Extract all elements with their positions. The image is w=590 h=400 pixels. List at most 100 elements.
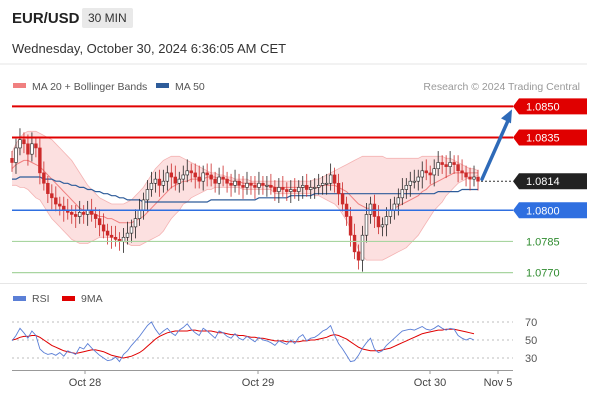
level-label: 1.0850 [526,101,560,113]
bollinger-upper-line [11,130,479,205]
level-label: 1.0835 [526,133,560,145]
candle [269,185,273,188]
bollinger-band-area [12,131,478,261]
candle [261,182,265,186]
level-tag-resistance [513,98,587,115]
rsi-tick-label: 50 [525,335,537,347]
level-label: 1.0800 [526,205,560,217]
candle [380,224,385,228]
candle [388,209,393,217]
candle [137,209,142,219]
candle [305,185,309,190]
candle [297,187,301,192]
candle [348,216,353,236]
candle [74,214,78,217]
candle [54,197,58,205]
candle [22,139,26,145]
x-tick-label: Nov 5 [484,377,513,389]
candle [169,172,174,178]
candle [97,218,102,226]
interval-badge[interactable]: 30 MIN [82,8,133,28]
candle [113,236,118,240]
candle [468,176,472,180]
candle [396,197,401,205]
candle [50,193,54,199]
candle [101,224,106,232]
candle [185,170,189,176]
candle [189,170,193,174]
candle [332,174,337,184]
candle [328,174,333,184]
candle [201,172,205,182]
candle [197,176,201,182]
candle [133,218,138,228]
candle [38,147,42,174]
rsi-line [11,321,475,363]
candle [14,147,18,163]
candle [165,172,170,182]
candle [42,172,46,184]
level-label: 1.0785 [526,236,560,248]
candle [213,178,217,184]
candle [324,182,329,185]
candle [464,172,468,178]
candle [46,182,50,194]
candle [452,162,456,165]
candle [58,203,62,207]
candle [93,214,98,219]
ma50-line [12,176,478,203]
candle [161,180,166,186]
candle [193,172,197,178]
watermark: Research © 2024 Trading Central [423,81,580,93]
candle [141,199,146,211]
candle [404,185,409,190]
legend-9ma-swatch [62,296,75,301]
rsi-tick-label: 70 [525,317,537,329]
legend-9ma-label: 9MA [81,293,103,305]
bollinger-lower-line [12,174,479,261]
rsi-ma-line [11,328,475,359]
candle [416,176,420,182]
candle [420,170,424,178]
candle [368,203,373,215]
candle [436,162,440,170]
current-price-tag [513,173,587,190]
legend-bollinger-swatch [13,83,26,88]
candle [336,182,341,194]
candle [26,143,30,155]
candle [313,187,317,189]
candle [432,168,436,176]
candle [309,187,313,190]
x-tick-label: Oct 29 [242,377,274,389]
candle [320,182,325,186]
candle [30,143,34,155]
candle [316,185,321,188]
ma20-line [11,159,478,224]
candle [293,189,297,192]
candle [364,214,369,236]
level-label: 1.0770 [526,268,560,280]
candle [153,178,158,184]
candle [18,139,22,149]
level-tag-resistance [513,129,587,146]
candle [229,182,233,186]
candle [245,182,249,188]
candle [352,234,357,253]
candle [34,143,38,149]
forecast-arrow-head [501,109,512,124]
candle [257,182,261,188]
header: EUR/USD 30 MIN [0,0,590,36]
legend-bollinger-label: MA 20 + Bollinger Bands [32,81,147,93]
candle [376,216,381,228]
candle [217,176,221,184]
candle [460,170,464,174]
candle [281,187,285,190]
candle [444,164,448,167]
symbol-title: EUR/USD [12,10,80,27]
legend-rsi-swatch [13,296,26,301]
candle [149,182,154,190]
legend-ma50-label: MA 50 [175,81,205,93]
candle [289,189,293,192]
candle [408,180,412,186]
